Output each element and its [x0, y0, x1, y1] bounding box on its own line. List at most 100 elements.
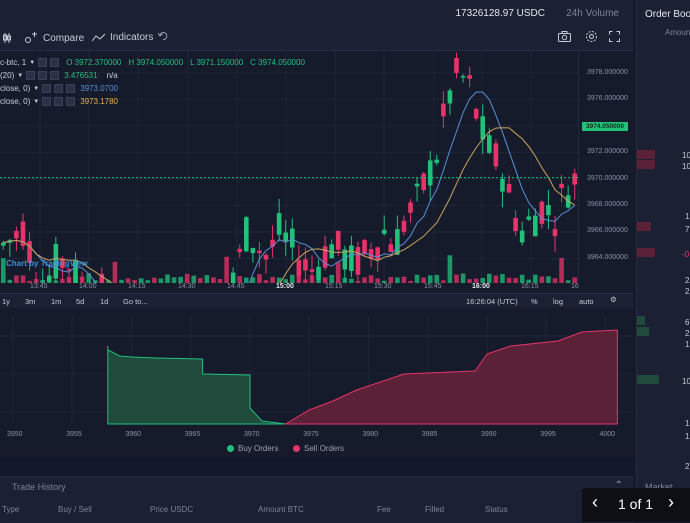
order-book-amount[interactable]: 10	[682, 151, 690, 160]
legend-settings-icon[interactable]	[54, 97, 64, 106]
chart-type-button[interactable]	[2, 32, 12, 44]
legend-settings-icon[interactable]	[38, 71, 48, 80]
collapse-chevron-icon[interactable]: ⌃	[614, 480, 623, 491]
candle-body	[500, 178, 505, 192]
order-book-amount[interactable]: 1	[685, 340, 690, 349]
legend-remove-icon[interactable]	[66, 84, 76, 93]
order-book-amount[interactable]: 2	[685, 287, 690, 296]
undo-button[interactable]	[158, 31, 168, 41]
order-book-amount[interactable]: 2	[685, 329, 690, 338]
price-axis[interactable]: 3978.0000003976.0000003974.0000003972.00…	[578, 51, 634, 283]
legend-ma-fast-value: 3973.0700	[80, 84, 119, 93]
candle-body	[460, 76, 466, 78]
order-book-amount[interactable]: 1	[685, 432, 690, 441]
candle-body	[27, 241, 32, 263]
trade-history-column-header[interactable]: Status	[485, 505, 508, 514]
volume-bar	[99, 278, 105, 283]
depth-axis-label: 3965	[185, 431, 201, 438]
legend-visibility-icon[interactable]	[26, 71, 36, 80]
legend-remove-icon[interactable]	[66, 97, 76, 106]
compare-button[interactable]: Compare	[24, 32, 84, 44]
order-book-title: Order Book	[645, 9, 690, 20]
legend-visibility-icon[interactable]	[38, 58, 48, 67]
next-page-icon[interactable]: ›	[668, 492, 674, 512]
candle-body	[60, 258, 65, 268]
order-book-amount[interactable]: 6	[685, 318, 690, 327]
candle-body	[263, 255, 269, 260]
order-book-depth-bar	[637, 160, 655, 169]
volume-bar	[7, 279, 13, 283]
percent-toggle[interactable]: %	[531, 297, 538, 306]
legend-visibility-icon[interactable]	[42, 97, 52, 106]
candle-body	[276, 213, 282, 235]
legend-visibility-icon[interactable]	[42, 84, 52, 93]
legend-dropdown-icon[interactable]: ▼	[33, 85, 40, 92]
volume-bar	[171, 277, 177, 283]
range-button[interactable]: Go to...	[123, 297, 148, 306]
order-book-amount[interactable]: 2	[685, 276, 690, 285]
auto-toggle[interactable]: auto	[579, 297, 594, 306]
range-button[interactable]: 5d	[76, 297, 85, 306]
volume-bar	[427, 275, 433, 283]
candlestick-chart[interactable]	[0, 51, 633, 291]
range-button[interactable]: 1m	[51, 297, 62, 306]
range-button[interactable]: 3m	[25, 297, 36, 306]
order-book-amount[interactable]: 1	[685, 212, 690, 221]
range-settings-icon[interactable]: ⚙	[610, 295, 617, 304]
order-book-amount[interactable]: 1	[685, 419, 690, 428]
volume-bar	[53, 280, 59, 283]
gear-icon	[586, 31, 597, 42]
candle-body	[487, 135, 492, 153]
candle-body	[473, 108, 479, 119]
volume-bar	[33, 279, 39, 283]
order-book-amount[interactable]: 10	[682, 377, 690, 386]
volume-bar	[263, 280, 269, 283]
trade-history-column-header[interactable]: Filled	[425, 505, 445, 514]
trade-history-column-header[interactable]: Price USDC	[150, 505, 194, 514]
legend-dropdown-icon[interactable]: ▼	[33, 98, 40, 105]
indicators-button[interactable]: Indicators	[92, 32, 153, 43]
order-book-panel: Order Book Amoun 10 10 1 7 -0 2 2 6 2 1 10 1 1 2 Mark…	[636, 0, 690, 522]
legend-remove-icon[interactable]	[50, 71, 60, 80]
panel-gap	[0, 458, 633, 476]
screenshot-button[interactable]	[558, 31, 571, 42]
trade-history-column-header[interactable]: Fee	[377, 505, 391, 514]
order-book-amount[interactable]: 7	[685, 225, 690, 234]
camera-icon	[558, 31, 571, 42]
fullscreen-button[interactable]	[609, 31, 620, 42]
settings-button[interactable]	[585, 30, 598, 43]
depth-svg: 3950 3955 3960 3965 3970 3975 3980 3985 3990 3995…	[0, 316, 633, 438]
order-book-amount[interactable]: -0	[682, 250, 690, 259]
trade-history-column-header[interactable]: Type	[2, 505, 20, 514]
legend-volume-extra: n/a	[106, 71, 118, 80]
legend-dropdown-icon[interactable]: ▼	[17, 72, 24, 79]
volume-bar	[316, 280, 321, 283]
candle-body	[506, 183, 512, 193]
log-toggle[interactable]: log	[553, 297, 564, 306]
legend-volume-value: 3.476531	[64, 71, 98, 80]
time-axis[interactable]: 13:45 14:00 14:15 14:30 14:45 15:00 15:15 15:30…	[0, 283, 579, 293]
range-button[interactable]: 1y	[2, 297, 10, 306]
depth-axis-label: 3955	[66, 431, 82, 438]
volume-bar	[217, 278, 223, 283]
trade-history-column-header[interactable]: Amount BTC	[258, 505, 304, 514]
range-button[interactable]: 1d	[100, 297, 109, 306]
order-book-amount[interactable]: 10	[682, 162, 690, 171]
volume-bar	[296, 275, 302, 283]
candle-body	[362, 239, 367, 254]
tradingview-watermark[interactable]: Chart by TradingView	[6, 259, 88, 268]
volume-bar	[434, 274, 440, 283]
legend-dropdown-icon[interactable]: ▼	[29, 59, 36, 66]
legend-symbol: c-btc, 1	[0, 58, 27, 67]
order-book-depth-bar	[637, 150, 655, 159]
order-book-amount[interactable]: 2	[685, 462, 690, 471]
volume-bar	[414, 274, 420, 283]
volume-bar	[204, 275, 210, 283]
volume-bar	[276, 277, 282, 283]
legend-settings-icon[interactable]	[50, 58, 60, 67]
trade-history-column-header[interactable]: Buy / Sell	[58, 505, 92, 514]
legend-settings-icon[interactable]	[54, 84, 64, 93]
depth-chart[interactable]: 3950 3955 3960 3965 3970 3975 3980 3985 3990 3995…	[0, 316, 633, 444]
previous-page-icon[interactable]: ‹	[592, 492, 598, 512]
volume-bar	[191, 275, 197, 283]
